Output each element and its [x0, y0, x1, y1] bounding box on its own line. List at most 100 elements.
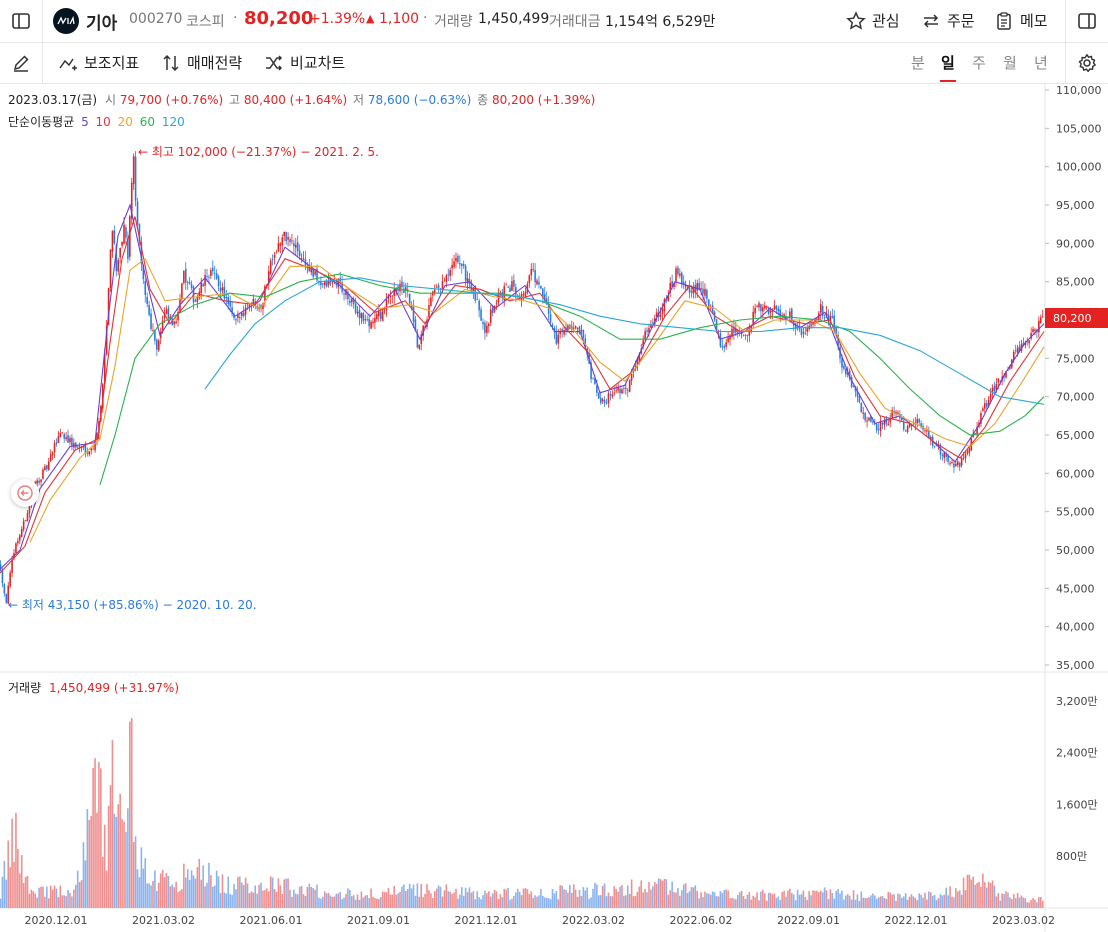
- current-price-tag: 80,200: [1045, 308, 1108, 328]
- volume-bar: [1024, 898, 1027, 908]
- candle-body: [785, 315, 787, 320]
- candle-body: [358, 309, 361, 319]
- volume-bar: [542, 895, 544, 908]
- volume-bar: [480, 899, 482, 908]
- volume-bar: [472, 891, 475, 908]
- amount-value: 1,154억 6,529만: [605, 14, 716, 30]
- candle-body: [596, 385, 598, 393]
- change-amount: 1,100: [379, 11, 420, 27]
- period-day-tab[interactable]: 일: [941, 54, 955, 72]
- candle-body: [816, 317, 818, 319]
- period-year-tab[interactable]: 년: [1034, 54, 1048, 72]
- candle-body: [416, 333, 419, 348]
- candle-body: [281, 237, 284, 246]
- candle-body: [1012, 352, 1015, 361]
- candle-body: [667, 294, 670, 302]
- ma-legend-5: 5: [81, 115, 89, 129]
- ma-legend[interactable]: 단순이동평균 5 10 20 60 120: [8, 113, 185, 130]
- volume-bar: [55, 888, 58, 908]
- volume-bar: [920, 894, 922, 908]
- candle-body: [109, 249, 112, 288]
- candle-body: [555, 331, 558, 344]
- candle-body: [956, 461, 959, 466]
- volume-bar: [545, 897, 548, 908]
- candle-body: [1024, 342, 1027, 345]
- candle-body: [366, 319, 368, 321]
- volume-bar: [215, 870, 218, 908]
- candle-body: [621, 389, 623, 394]
- candle-body: [603, 400, 606, 403]
- volume-bar: [823, 887, 826, 908]
- volume-bar: [821, 892, 824, 908]
- volume-bar: [377, 899, 380, 908]
- volume-bar: [688, 891, 691, 908]
- volume-bar: [738, 892, 741, 908]
- price-tick-label: 50,000: [1056, 544, 1095, 557]
- candle-body: [165, 309, 168, 314]
- scroll-back-button[interactable]: [11, 479, 39, 507]
- candle-body: [619, 388, 621, 394]
- market-name: 코스피: [186, 14, 225, 30]
- candle-body: [901, 417, 903, 421]
- volume-bar: [17, 849, 19, 908]
- volume-bar: [835, 890, 837, 908]
- price-chart[interactable]: 110,000 105,000 100,000 95,000 90,000 85,000 8…: [0, 84, 1108, 932]
- volume-bar: [1041, 900, 1044, 908]
- volume-bar: [655, 883, 658, 908]
- candle-body: [634, 365, 637, 368]
- volume-bar: [671, 881, 673, 908]
- period-month-tab[interactable]: 월: [1003, 54, 1017, 72]
- candle-body: [377, 310, 380, 317]
- candle-body: [528, 275, 531, 284]
- candle-body: [902, 421, 905, 430]
- candle-body: [132, 156, 135, 184]
- volume-bar: [460, 887, 463, 908]
- volume-bar: [231, 894, 233, 908]
- candle-body: [1038, 320, 1040, 333]
- candle-body: [123, 224, 125, 244]
- volume-bar: [534, 895, 536, 908]
- volume-bar: [650, 889, 652, 908]
- date-tick-label: 2021.12.01: [455, 914, 518, 927]
- memo-button[interactable]: 메모: [994, 10, 1048, 31]
- candle-body: [989, 393, 992, 400]
- candle-body: [763, 305, 766, 309]
- candle-body: [316, 268, 318, 281]
- candle-body: [754, 307, 756, 314]
- gear-icon[interactable]: [1074, 50, 1100, 76]
- order-button[interactable]: 주문: [921, 10, 975, 31]
- compare-button[interactable]: 비교차트: [264, 52, 345, 73]
- candle-body: [644, 331, 646, 340]
- volume-bar: [366, 894, 368, 908]
- indicator-button[interactable]: 보조지표: [58, 52, 139, 73]
- candle-body: [557, 334, 560, 344]
- volume-bar: [580, 895, 583, 908]
- volume-bar: [659, 879, 662, 908]
- period-minute-tab[interactable]: 분: [911, 54, 925, 72]
- right-panel-toggle-icon[interactable]: [1074, 8, 1100, 34]
- candle-body: [352, 299, 355, 305]
- watch-button[interactable]: 관심: [846, 10, 900, 31]
- volume-bar: [374, 898, 376, 908]
- volume-bar: [354, 899, 357, 908]
- candle-body: [310, 269, 313, 273]
- candle-body: [412, 306, 415, 322]
- candle-body: [94, 441, 96, 451]
- volume-bar: [184, 877, 187, 908]
- candle-body: [293, 243, 295, 247]
- candle-body: [926, 430, 928, 432]
- left-arrow-icon: ←: [8, 598, 19, 612]
- amount-label: 거래대금: [549, 14, 601, 30]
- candle-body: [331, 281, 334, 283]
- pencil-icon[interactable]: [8, 50, 34, 76]
- left-panel-toggle-icon[interactable]: [8, 8, 34, 34]
- strategy-button[interactable]: 매매전략: [161, 52, 242, 73]
- volume-bar: [524, 888, 527, 908]
- dot-separator: ·: [233, 10, 238, 26]
- period-week-tab[interactable]: 주: [972, 54, 986, 72]
- volume-bar: [451, 893, 453, 908]
- volume-bar: [1012, 894, 1015, 908]
- candle-body: [723, 346, 726, 348]
- candle-body: [563, 330, 565, 335]
- candle-body: [439, 288, 442, 290]
